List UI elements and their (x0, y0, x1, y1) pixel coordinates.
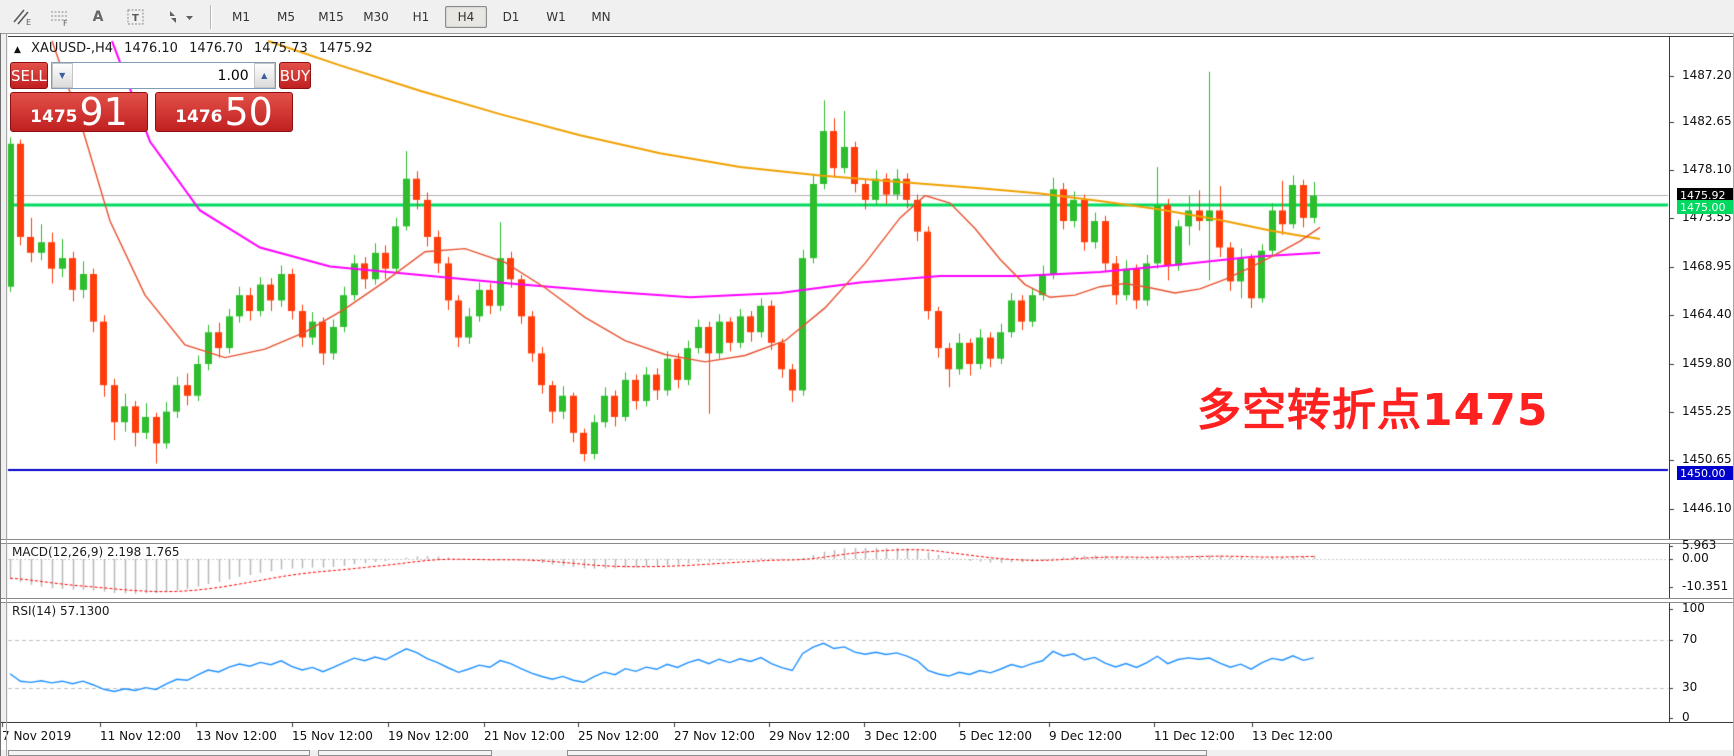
rsi-axis-label: 100 (1682, 601, 1705, 615)
price-scale-separator (1669, 36, 1670, 723)
macd-pane-splitter[interactable] (0, 539, 1734, 544)
macd-indicator-label: MACD(12,26,9) 2.198 1.765 (12, 545, 180, 559)
sell-button[interactable]: SELL (10, 62, 48, 89)
rsi-axis-label: 0 (1682, 710, 1690, 724)
svg-text:F: F (63, 19, 68, 27)
chart-tab[interactable] (567, 750, 1207, 756)
ask-price-badge: 1475.92 (1677, 188, 1733, 202)
macd-axis-label: -10.351 (1682, 579, 1729, 593)
timeframe-button-M1[interactable]: M1 (232, 9, 250, 24)
window-left-inner-border (6, 33, 7, 756)
volume-spinner: ▼ ▲ (50, 62, 276, 89)
svg-text:E: E (26, 18, 31, 27)
price-axis-label: 1459.80 (1682, 356, 1732, 370)
arrow-style-icon[interactable] (158, 3, 200, 31)
time-axis-label: 15 Nov 12:00 (292, 729, 373, 743)
time-axis-label: 13 Dec 12:00 (1252, 729, 1333, 743)
svg-text:T: T (132, 13, 139, 24)
price-axis-label: 1478.10 (1682, 162, 1732, 176)
price-axis-label: 1450.65 (1682, 452, 1732, 466)
volume-decrease-button[interactable]: ▼ (51, 63, 73, 88)
ohlc-low: 1475.73 (253, 41, 308, 56)
price-axis-label: 1468.95 (1682, 259, 1732, 273)
chart-tab[interactable] (318, 750, 492, 756)
price-axis-label: 1464.40 (1682, 307, 1732, 321)
text-label-icon[interactable]: T (120, 3, 152, 31)
chart-tabs-strip (0, 750, 1734, 756)
timeframe-button-M5[interactable]: M5 (277, 9, 295, 24)
timeframe-button-M30[interactable]: M30 (363, 9, 389, 24)
timeframe-button-H4[interactable]: H4 (445, 5, 487, 28)
chart-ohlc-header: ▲ XAUUSD-,H4 1476.10 1476.70 1475.73 147… (14, 41, 373, 56)
ohlc-high: 1476.70 (189, 41, 243, 56)
time-axis-label: 11 Dec 12:00 (1154, 729, 1235, 743)
timeframe-button-M15[interactable]: M15 (318, 9, 344, 24)
sell-price-tile[interactable]: 1475 91 (10, 92, 148, 132)
plot-top-border (8, 36, 1734, 37)
volume-input[interactable] (72, 63, 254, 88)
timeframe-button-MN[interactable]: MN (591, 9, 611, 24)
timeframe-button-D1[interactable]: D1 (502, 9, 520, 24)
sell-price-pips: 91 (79, 89, 128, 134)
time-axis-label: 21 Nov 12:00 (484, 729, 565, 743)
rsi-pane-splitter[interactable] (0, 598, 1734, 603)
timeframe-group: M1 M5 M15 M30 H1 H4 D1 W1 MN (220, 5, 625, 28)
sell-price-major: 1475 (30, 107, 78, 127)
time-axis-label: 3 Dec 12:00 (864, 729, 938, 743)
grid-icon[interactable]: F (44, 3, 76, 31)
time-axis-label: 27 Nov 12:00 (674, 729, 755, 743)
buy-price-pips: 50 (224, 89, 273, 134)
time-axis-label: 9 Dec 12:00 (1049, 729, 1123, 743)
chart-tab[interactable] (8, 750, 310, 756)
timeframe-button-H1[interactable]: H1 (412, 9, 430, 24)
line-studies-icon[interactable]: E (6, 3, 38, 31)
price-axis-label: 1487.20 (1682, 68, 1732, 82)
price-axis-label: 1455.25 (1682, 404, 1732, 418)
buy-button[interactable]: BUY (278, 62, 312, 89)
timeframe-button-W1[interactable]: W1 (546, 9, 566, 24)
collapse-triangle-icon[interactable]: ▲ (14, 45, 21, 55)
symbol-title: XAUUSD-,H4 (31, 41, 114, 56)
level-price-badge: 1475.00 (1677, 200, 1733, 214)
font-icon[interactable]: A (92, 8, 104, 25)
window-left-border (0, 33, 1, 756)
buy-button-label: BUY (279, 66, 311, 85)
sell-button-label: SELL (11, 66, 47, 85)
time-axis-label: 11 Nov 12:00 (100, 729, 181, 743)
one-click-trade-panel: SELL ▼ ▲ BUY 1475 91 1476 50 (10, 62, 312, 132)
chart-annotation-text: 多空转折点1475 (1197, 385, 1549, 436)
price-axis-label: 1482.65 (1682, 114, 1732, 128)
time-axis-label: 13 Nov 12:00 (196, 729, 277, 743)
time-axis-label: 5 Dec 12:00 (959, 729, 1033, 743)
time-axis-label: 29 Nov 12:00 (769, 729, 850, 743)
time-scale-separator (0, 722, 1734, 723)
rsi-axis-label: 30 (1682, 680, 1698, 694)
volume-increase-button[interactable]: ▲ (253, 63, 275, 88)
price-axis-label: 1446.10 (1682, 501, 1732, 515)
macd-axis-label: 5.963 (1682, 538, 1717, 552)
buy-price-major: 1476 (175, 107, 223, 127)
rsi-axis-label: 70 (1682, 632, 1698, 646)
level-price-badge: 1450.00 (1677, 466, 1733, 480)
time-axis-label: 19 Nov 12:00 (388, 729, 469, 743)
rsi-indicator-label: RSI(14) 57.1300 (12, 604, 110, 618)
time-axis-label: 25 Nov 12:00 (578, 729, 659, 743)
time-axis-label: 7 Nov 2019 (2, 729, 72, 743)
top-toolbar: E F A T M1 M5 M15 M30 H1 H4 D1 W1 MN (0, 0, 1734, 34)
ohlc-open: 1476.10 (124, 41, 178, 56)
macd-axis-label: 0.00 (1682, 551, 1709, 565)
buy-price-tile[interactable]: 1476 50 (155, 92, 293, 132)
ohlc-close: 1475.92 (318, 41, 373, 56)
toolbar-separator (210, 4, 212, 29)
